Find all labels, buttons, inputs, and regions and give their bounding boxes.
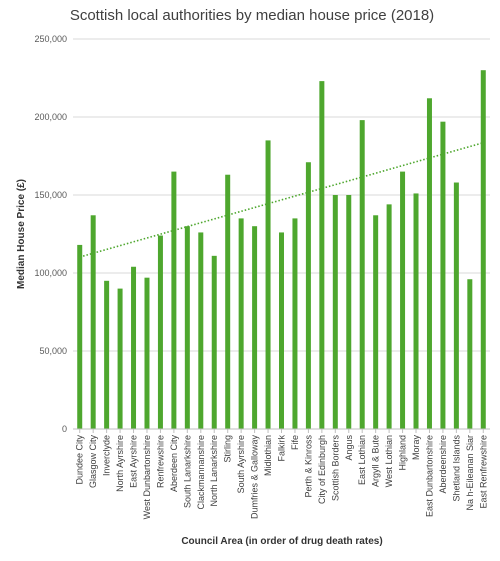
bar [171,171,177,429]
y-axis-ticks: 0 50,000 100,000 150,000 200,000 250,000 [34,34,67,434]
x-tick-label: Highland [398,435,408,471]
bar [117,288,123,429]
x-tick-label: East Renfrewshire [478,435,488,509]
bar [440,121,446,430]
bar [77,244,83,429]
y-axis-title: Median House Price (£) [16,179,27,289]
bar [225,174,231,429]
x-tick-label: Perth & Kinross [303,435,313,498]
bar [346,195,352,429]
x-tick-label: Inverclyde [102,435,112,476]
x-tick-label: Na h-Eileanan Siar [465,435,475,511]
y-tick-label: 200,000 [34,112,67,122]
bar [319,81,325,430]
bar [184,226,190,429]
x-tick-label: Stirling [223,435,233,463]
bars [77,70,486,430]
x-tick-label: East Dunbartonshire [424,435,434,517]
x-tick-label: Dumfries & Galloway [250,435,260,520]
y-tick-label: 150,000 [34,190,67,200]
bar [467,279,473,429]
x-tick-label: South Ayrshire [236,435,246,493]
x-tick-label: Renfrewshire [155,435,165,488]
bar [157,235,163,429]
x-tick-label: East Ayrshire [129,435,139,488]
bar [131,266,137,429]
bar [426,98,432,429]
bar [386,204,392,429]
x-tick-label: West Dunbartonshire [142,435,152,519]
x-tick-label: Shetland Islands [451,435,461,502]
x-tick-label: North Lanarkshire [209,435,219,507]
x-axis-title: Council Area (in order of drug death rat… [181,536,382,547]
bar [359,120,365,430]
x-tick-label: Dundee City [75,435,85,485]
bar [332,195,338,429]
x-tick-label: Scottish Borders [330,435,340,502]
x-tick-label: South Lanarkshire [182,435,192,508]
bar [373,215,379,429]
bar [480,70,486,429]
x-tick-label: Angus [344,435,354,461]
x-tick-label: Glasgow City [88,435,98,489]
bar [144,277,150,429]
y-tick-label: 0 [62,424,67,434]
y-tick-label: 250,000 [34,34,67,44]
y-tick-label: 50,000 [39,346,67,356]
bar [90,215,96,429]
x-tick-label: Fife [290,435,300,450]
bar [279,232,284,429]
x-tick-label: Falkirk [277,435,287,462]
bar [453,182,459,429]
x-tick-label: West Lothian [384,435,394,487]
bar [104,280,110,429]
bar [413,193,419,429]
x-tick-label: Clackmannanshire [196,435,206,510]
x-tick-label: Aberdeenshire [438,435,448,494]
x-axis-ticks: Dundee City Glasgow City Inverclyde North A… [75,429,488,520]
bar [211,255,217,429]
x-tick-label: Aberdeen City [169,435,179,493]
bar [198,232,204,429]
gridlines [73,38,490,352]
x-tick-label: Moray [411,435,421,461]
y-tick-label: 100,000 [34,268,67,278]
x-tick-label: East Lothian [357,435,367,485]
bar [238,218,244,429]
bar [400,171,406,429]
bar [265,140,271,429]
x-tick-label: City of Edinburgh [317,435,327,504]
chart-title: Scottish local authorities by median hou… [70,7,434,24]
x-tick-label: Argyll & Bute [371,435,381,487]
bar [292,218,298,429]
bar [305,162,311,430]
x-tick-label: Midlothian [263,435,273,476]
bar [252,226,258,429]
x-tick-label: North Ayrshire [115,435,125,492]
